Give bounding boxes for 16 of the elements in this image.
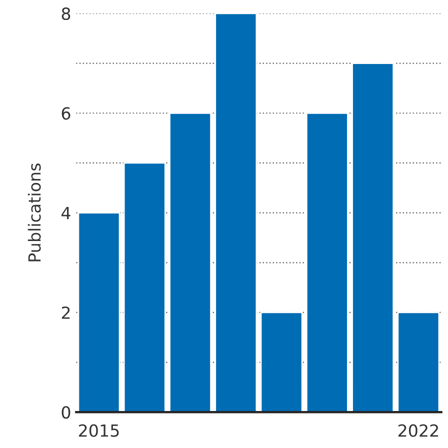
- bar: [397, 312, 440, 412]
- bar: [123, 162, 166, 412]
- x-tick-label: 2022: [398, 424, 438, 437]
- bar: [78, 212, 120, 412]
- bar: [306, 112, 348, 412]
- y-tick-label: 2: [62, 306, 70, 319]
- bar: [352, 62, 394, 412]
- y-tick-label: 4: [62, 206, 70, 220]
- y-tick-label: 6: [62, 107, 70, 120]
- y-tick-label: 8: [62, 7, 70, 20]
- bar: [169, 112, 212, 412]
- y-tick-label: 0: [62, 406, 70, 419]
- bar: [260, 312, 303, 412]
- y-axis-title: Publications: [28, 164, 41, 262]
- x-tick-label: 2015: [78, 424, 119, 437]
- bar: [214, 13, 258, 412]
